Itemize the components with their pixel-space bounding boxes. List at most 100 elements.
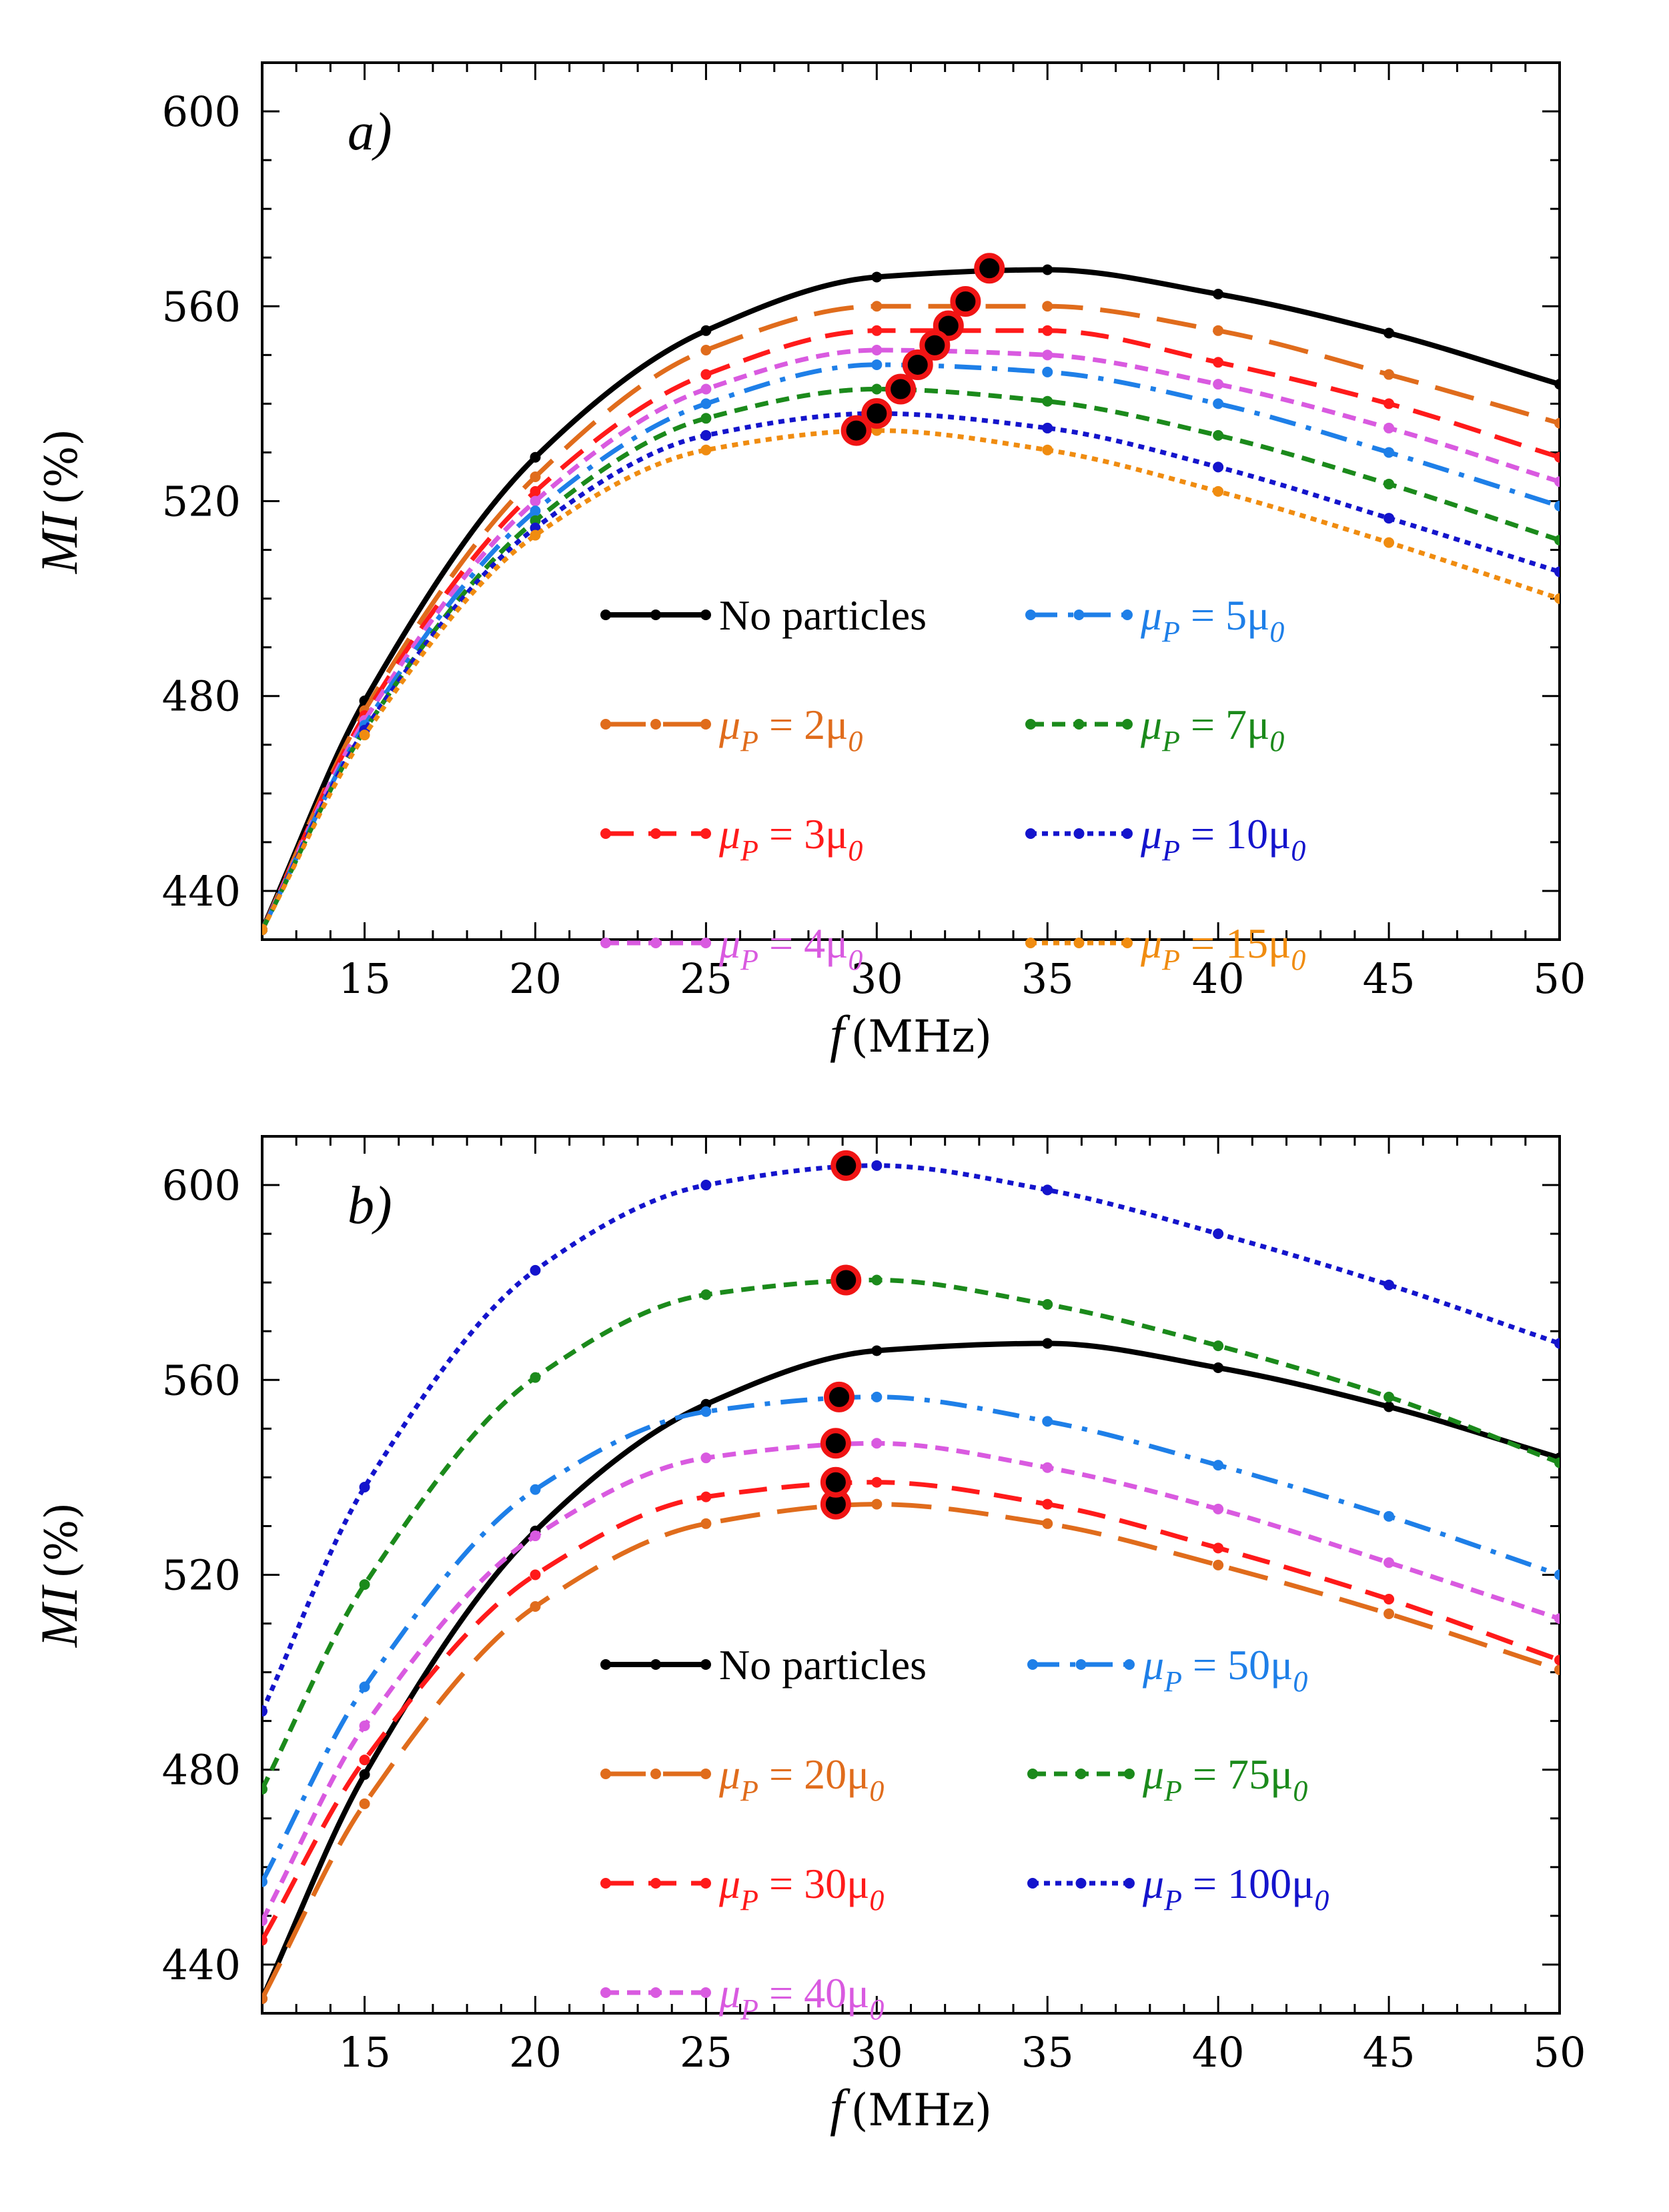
legend-subscript: P: [740, 1993, 758, 2026]
legend-subscript: P: [1163, 1665, 1182, 1698]
y-axis-title: MI (%): [30, 1502, 88, 1648]
legend-marker: [600, 1659, 611, 1670]
legend-marker: [1025, 610, 1036, 620]
data-point: [1042, 395, 1053, 407]
data-point: [1554, 1654, 1560, 1666]
data-point: [1383, 1401, 1395, 1412]
panel-label: a): [348, 103, 392, 161]
legend-mu: μ: [1142, 1751, 1164, 1798]
legend-label: μP = 10μ0: [1140, 810, 1305, 867]
x-tick-label: 25: [680, 954, 732, 1003]
series-line-mu7: [262, 386, 1560, 931]
series-line-mu75: [262, 1277, 1560, 1791]
data-point: [262, 1876, 267, 1887]
legend-marker: [650, 938, 661, 948]
legend-mu: μ: [718, 1969, 740, 2017]
data-point: [1213, 1460, 1224, 1471]
data-point: [359, 1579, 370, 1590]
legend-marker: [1073, 828, 1085, 839]
data-point: [1554, 451, 1560, 463]
data-point: [359, 1755, 370, 1766]
series-line-no-particles: [262, 267, 1560, 932]
legend-marker: [650, 610, 661, 620]
legend-label: μP = 2μ0: [718, 701, 863, 758]
x-axis-unit: (MHz): [851, 2085, 992, 2136]
data-point: [1042, 1518, 1053, 1529]
legend-mu: μ: [1140, 920, 1162, 967]
legend-label: No particles: [719, 592, 927, 639]
data-point: [1383, 1510, 1395, 1522]
legend-subscript: P: [740, 1775, 758, 1807]
data-point: [700, 345, 712, 356]
series-line-mu30: [262, 1480, 1560, 1942]
peak-marker: [885, 373, 917, 405]
data-point: [359, 1681, 370, 1693]
legend-value: = 2μ: [758, 701, 848, 748]
data-point: [1554, 566, 1560, 578]
legend-label: μP = 50μ0: [1142, 1641, 1307, 1698]
peak-marker: [974, 253, 1005, 284]
legend-marker: [1122, 719, 1133, 730]
data-point: [700, 1398, 712, 1410]
data-point: [1383, 422, 1395, 433]
legend-marker: [1027, 1659, 1038, 1670]
data-point: [1554, 1613, 1560, 1624]
legend-mu: μ: [1142, 1860, 1164, 1907]
legend-subscript: 0: [1269, 616, 1284, 648]
data-point: [530, 451, 541, 463]
legend-value: = 40μ: [758, 1969, 869, 2017]
data-point: [1383, 513, 1395, 524]
data-point: [359, 730, 370, 741]
y-tick-label: 480: [162, 672, 241, 721]
legend-label: No particles: [719, 1641, 927, 1689]
plot-frame: [261, 1135, 1561, 2015]
data-point: [871, 1438, 883, 1449]
legend-value: = 75μ: [1182, 1751, 1293, 1798]
legend-subscript: P: [740, 725, 758, 758]
peak-marker: [919, 329, 951, 361]
data-point: [1042, 264, 1053, 275]
data-point: [1042, 366, 1053, 377]
y-axis-unit: (%): [36, 1502, 87, 1578]
x-tick-label: 45: [1363, 954, 1416, 1003]
legend-label: μP = 3μ0: [718, 810, 863, 867]
legend-marker: [700, 1987, 711, 1998]
x-tick-label: 25: [680, 2028, 732, 2077]
data-point: [700, 1180, 712, 1191]
x-axis-symbol: f: [830, 1005, 851, 1063]
series-line-mu15: [262, 428, 1560, 932]
data-point: [359, 1798, 370, 1809]
data-point: [871, 1160, 883, 1171]
legend-marker: [1075, 1769, 1087, 1779]
legend-marker: [1027, 1769, 1038, 1779]
legend-mu: μ: [1140, 592, 1162, 639]
data-point: [1213, 1559, 1224, 1570]
x-tick-label: 50: [1534, 2028, 1586, 2077]
data-point: [1042, 1184, 1053, 1196]
legend-subscript: P: [1161, 834, 1180, 867]
series-line-mu50: [262, 1394, 1560, 1883]
legend-marker: [700, 828, 711, 839]
data-point: [359, 1720, 370, 1731]
data-point: [1383, 1279, 1395, 1290]
data-point: [1383, 447, 1395, 458]
data-point: [700, 369, 712, 380]
legend-label: μP = 40μ0: [718, 1969, 884, 2026]
data-point: [1554, 593, 1560, 604]
x-tick-label: 35: [1021, 954, 1074, 1003]
legend-marker: [1027, 1878, 1038, 1889]
x-tick-label: 15: [338, 2028, 391, 2077]
legend-subscript: P: [740, 1884, 758, 1917]
data-point: [1554, 500, 1560, 511]
data-point: [700, 413, 712, 424]
x-tick-label: 30: [851, 2028, 903, 2077]
legend-subscript: P: [1161, 725, 1180, 758]
data-point: [1213, 1340, 1224, 1352]
data-point: [262, 1935, 267, 1946]
peak-marker: [824, 1381, 855, 1412]
legend-marker: [650, 1659, 661, 1670]
legend-marker: [650, 719, 661, 730]
legend-value: = 30μ: [758, 1860, 869, 1907]
data-point: [700, 444, 712, 455]
legend-subscript: 0: [848, 725, 863, 758]
